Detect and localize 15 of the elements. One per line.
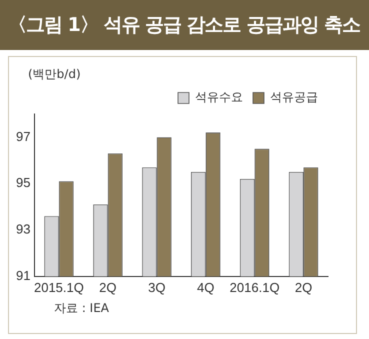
x-tick-label: 4Q [197,280,214,295]
y-tick-label: 95 [16,175,30,190]
x-tick-label: 2016.1Q [230,280,280,295]
y-tick-label: 91 [16,268,30,283]
x-tick-label: 2015.1Q [34,280,84,295]
y-tick-label: 97 [16,128,30,144]
x-tick-label: 2Q [99,280,117,295]
legend-label: 석유수요 [195,90,243,104]
chart-title: 〈그림 1〉 석유 공급 감소로 공급과잉 축소 [0,0,369,50]
x-tick-label: 2Q [294,280,312,295]
text: 자료 : IEA [54,300,110,317]
legend-label: 석유공급 [270,90,318,104]
x-tick-label: 3Q [148,280,166,295]
y-axis-title: (백만b/d) [28,66,81,83]
y-tick-label: 93 [16,222,30,237]
